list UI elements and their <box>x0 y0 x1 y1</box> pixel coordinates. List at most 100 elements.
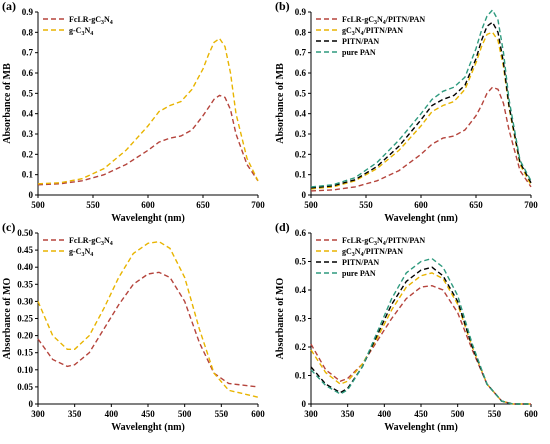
x-tick-label: 600 <box>141 200 155 210</box>
y-tick-label: 0.8 <box>295 27 307 37</box>
y-tick-label: 0.6 <box>22 68 34 78</box>
y-tick-label: 0.7 <box>295 48 307 58</box>
x-tick-label: 500 <box>451 409 465 419</box>
x-tick-label: 550 <box>215 409 229 419</box>
series-line <box>310 8 532 188</box>
legend-label: FcLR-gC3N4 <box>69 236 113 247</box>
y-tick-label: 0.9 <box>295 7 307 17</box>
y-tick-label: 0.8 <box>22 27 34 37</box>
y-tick-label: 0.6 <box>295 228 307 238</box>
legend-label: g-C3N4 <box>69 247 93 258</box>
y-tick-label: 0.4 <box>22 109 34 119</box>
x-tick-label: 350 <box>68 409 82 419</box>
x-tick-label: 550 <box>488 409 502 419</box>
panel-a: (a) 500 550 600 650 700 0 0.1 0.2 0.3 0.4 0.5 0.6 0.7… <box>2 0 265 224</box>
y-axis-title: Absorbance of MB <box>2 63 13 144</box>
y-axis-title: Absorbance of MB <box>275 63 286 144</box>
panel-c: (c) 300 350 400 450 500 550 600 0 0.05 0.10 0.15 0.2… <box>2 220 265 433</box>
legend-label: FcLR-gC3N4 <box>69 15 113 26</box>
y-tick-label: 0.1 <box>295 371 307 381</box>
y-axis-title: Absorbance of MO <box>2 277 13 359</box>
y-tick-label: 0.3 <box>295 129 307 139</box>
x-tick-label: 500 <box>178 409 192 419</box>
legend-label: PITN/PAN <box>342 258 379 267</box>
panel-d: (d) 300 350 400 450 500 550 600 0 0.1 0.2 0.3 0.4 0.5… <box>275 220 538 433</box>
x-axis-title: Wavelenght (nm) <box>111 213 185 224</box>
x-tick-label: 400 <box>378 409 392 419</box>
series-line <box>310 86 532 192</box>
legend-label: FcLR-gC3N4/PITN/PAN <box>342 236 425 247</box>
y-tick-label: 0.9 <box>22 7 34 17</box>
series-line <box>37 94 259 186</box>
series-line <box>310 284 531 405</box>
y-tick-label: 0.2 <box>22 149 34 159</box>
x-tick-label: 500 <box>31 200 45 210</box>
y-tick-label: 0.35 <box>17 279 33 289</box>
y-tick-label: 0.3 <box>22 129 34 139</box>
x-tick-label: 600 <box>251 409 265 419</box>
y-tick-label: 0.05 <box>17 382 33 392</box>
y-tick-label: 0.50 <box>17 228 33 238</box>
x-axis-title: Wavelenght (nm) <box>111 422 185 433</box>
panel-b: (b) 500 550 600 650 700 0 0.1 0.2 0.3 0.4 0.5 0.6 0.7… <box>275 0 538 224</box>
y-tick-label: 0.1 <box>295 170 307 180</box>
x-tick-label: 550 <box>86 200 100 210</box>
y-tick-label: 0.2 <box>295 149 307 159</box>
y-tick-label: 0.5 <box>295 257 307 267</box>
legend-label: pure PAN <box>342 48 376 57</box>
x-tick-label: 450 <box>414 409 428 419</box>
panel-label: (a) <box>2 0 16 13</box>
x-tick-label: 700 <box>251 200 265 210</box>
panel-label: (d) <box>275 220 290 234</box>
series-line <box>37 37 259 185</box>
legend-label: pure PAN <box>342 269 376 278</box>
legend-label: gC3N4/PITN/PAN <box>342 247 403 258</box>
x-tick-label: 350 <box>341 409 355 419</box>
x-tick-label: 550 <box>359 200 373 210</box>
legend-label: gC3N4/PITN/PAN <box>342 26 403 37</box>
y-tick-label: 0.7 <box>22 48 34 58</box>
y-tick-label: 0.4 <box>295 109 307 119</box>
x-tick-label: 500 <box>304 200 318 210</box>
y-tick-label: 0.5 <box>295 88 307 98</box>
y-tick-label: 0.20 <box>17 331 33 341</box>
y-tick-label: 0.40 <box>17 262 33 272</box>
series-line <box>310 272 531 405</box>
legend-label: FcLR-gC3N4/PITN/PAN <box>342 15 425 26</box>
y-tick-label: 0 <box>29 399 34 409</box>
x-tick-label: 600 <box>524 409 538 419</box>
y-tick-label: 0.45 <box>17 245 33 255</box>
x-tick-label: 300 <box>304 409 318 419</box>
y-tick-label: 0.30 <box>17 296 33 306</box>
x-tick-label: 650 <box>196 200 210 210</box>
y-tick-label: 0.10 <box>17 365 33 375</box>
series-line <box>310 266 531 405</box>
legend-label: PITN/PAN <box>342 37 379 46</box>
x-tick-label: 700 <box>524 200 538 210</box>
y-tick-label: 0.5 <box>22 88 34 98</box>
x-tick-label: 650 <box>469 200 483 210</box>
x-axis-title: Wavelenght (nm) <box>384 422 458 433</box>
panel-label: (b) <box>275 0 290 13</box>
series-line <box>37 271 259 388</box>
y-tick-label: 0.15 <box>17 348 33 358</box>
y-tick-label: 0.25 <box>17 314 33 324</box>
y-tick-label: 0.4 <box>295 285 307 295</box>
series-line <box>310 21 532 189</box>
y-tick-label: 0 <box>29 190 34 200</box>
y-tick-label: 0.6 <box>295 68 307 78</box>
y-tick-label: 0.1 <box>22 170 34 180</box>
x-tick-label: 450 <box>141 409 155 419</box>
y-tick-label: 0 <box>302 190 307 200</box>
y-tick-label: 0.3 <box>295 314 307 324</box>
legend-label: g-C3N4 <box>69 26 93 37</box>
x-tick-label: 400 <box>105 409 119 419</box>
x-tick-label: 600 <box>414 200 428 210</box>
x-axis-title: Wavelenght (nm) <box>384 213 458 224</box>
y-axis-title: Absorbance of MO <box>275 277 286 359</box>
y-tick-label: 0.2 <box>295 342 307 352</box>
y-tick-label: 0 <box>302 399 307 409</box>
x-tick-label: 300 <box>31 409 45 419</box>
panel-label: (c) <box>2 220 15 234</box>
